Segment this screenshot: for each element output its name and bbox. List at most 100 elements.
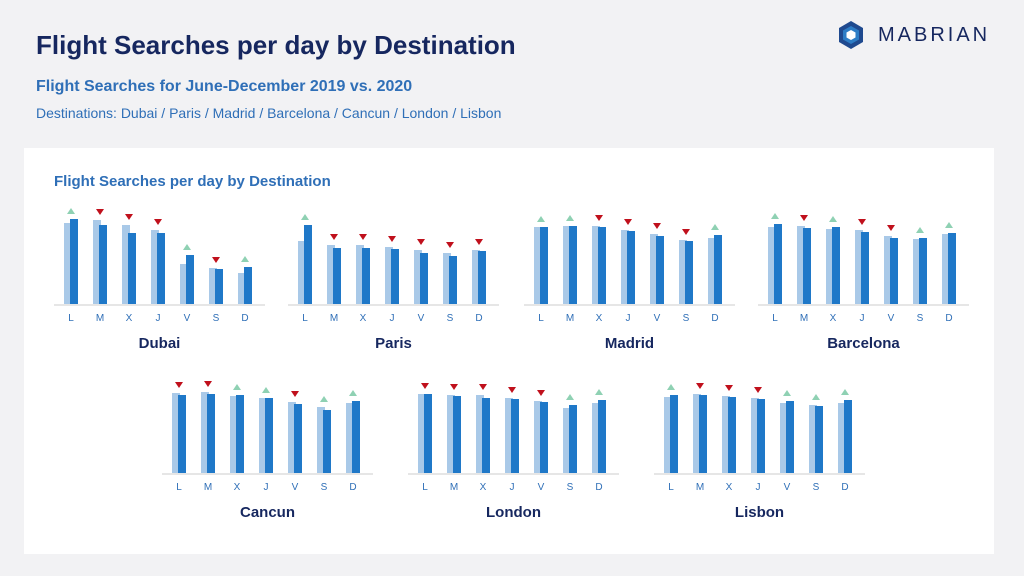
- tick-label: V: [418, 313, 425, 324]
- trend-down-icon: [212, 257, 220, 263]
- bar-2019-paris: [385, 247, 393, 304]
- destinations-caption: Destinations: Dubai / Paris / Madrid / B…: [36, 105, 502, 121]
- bar-2020-cancun: [265, 398, 273, 473]
- brand-logo: MABRIAN: [836, 20, 990, 50]
- bar-2020-lisbon: [815, 406, 823, 473]
- tick-label: L: [538, 313, 544, 324]
- trend-up-icon: [183, 244, 191, 250]
- chart-title-london: London: [486, 504, 541, 521]
- bar-2019-paris: [472, 250, 480, 304]
- panel-title: Flight Searches per day by Destination: [54, 173, 331, 190]
- bar-2020-madrid: [627, 231, 635, 304]
- tick-label: D: [945, 313, 952, 324]
- tick-label: D: [349, 482, 356, 493]
- page-subtitle: Flight Searches for June-December 2019 v…: [36, 78, 413, 95]
- bar-2019-cancun: [230, 396, 238, 473]
- bar-2019-barcelona: [768, 227, 776, 304]
- bar-2020-paris: [333, 248, 341, 304]
- bar-2019-paris: [443, 253, 451, 304]
- bar-2020-dubai: [70, 219, 78, 304]
- bar-2020-barcelona: [832, 227, 840, 304]
- tick-label: L: [176, 482, 182, 493]
- bar-2019-barcelona: [913, 239, 921, 304]
- chart-title-barcelona: Barcelona: [827, 335, 900, 352]
- trend-down-icon: [388, 236, 396, 242]
- bar-2020-barcelona: [774, 224, 782, 304]
- bar-2020-paris: [391, 249, 399, 304]
- trend-down-icon: [624, 219, 632, 225]
- bar-2019-lisbon: [693, 394, 701, 473]
- bar-2020-paris: [478, 251, 486, 304]
- bar-2020-london: [598, 400, 606, 473]
- tick-label: S: [813, 482, 820, 493]
- tick-label: S: [447, 313, 454, 324]
- tick-label: S: [321, 482, 328, 493]
- tick-label: L: [68, 313, 74, 324]
- bar-2020-madrid: [598, 227, 606, 304]
- tick-label: J: [626, 313, 631, 324]
- bar-2020-paris: [304, 225, 312, 304]
- bar-2019-barcelona: [884, 236, 892, 304]
- bar-2019-cancun: [259, 398, 267, 473]
- bar-2019-london: [505, 398, 513, 473]
- trend-down-icon: [653, 223, 661, 229]
- bar-2019-paris: [327, 245, 335, 304]
- bar-2019-madrid: [621, 230, 629, 304]
- tick-label: X: [360, 313, 367, 324]
- trend-down-icon: [359, 234, 367, 240]
- bar-2019-dubai: [122, 225, 130, 304]
- trend-down-icon: [417, 239, 425, 245]
- tick-label: S: [213, 313, 220, 324]
- tick-label: D: [841, 482, 848, 493]
- bar-2019-london: [563, 408, 571, 473]
- bar-2020-barcelona: [861, 232, 869, 304]
- tick-label: V: [292, 482, 299, 493]
- bar-2020-cancun: [294, 404, 302, 473]
- bar-2019-madrid: [592, 226, 600, 304]
- trend-down-icon: [508, 387, 516, 393]
- bar-2019-london: [418, 394, 426, 473]
- bar-2020-london: [482, 398, 490, 473]
- bar-2019-london: [592, 403, 600, 473]
- bar-2020-dubai: [244, 267, 252, 304]
- tick-label: L: [422, 482, 428, 493]
- tick-label: V: [538, 482, 545, 493]
- bar-2019-dubai: [180, 264, 188, 304]
- trend-up-icon: [595, 389, 603, 395]
- tick-label: M: [204, 482, 212, 493]
- tick-label: S: [683, 313, 690, 324]
- bar-2020-dubai: [157, 233, 165, 304]
- bar-2020-barcelona: [803, 228, 811, 304]
- bar-2019-london: [476, 395, 484, 473]
- trend-down-icon: [887, 225, 895, 231]
- tick-label: D: [475, 313, 482, 324]
- bar-2019-dubai: [64, 223, 72, 304]
- bar-2019-lisbon: [751, 398, 759, 473]
- trend-down-icon: [696, 383, 704, 389]
- trend-up-icon: [783, 390, 791, 396]
- bar-2019-madrid: [650, 234, 658, 304]
- trend-down-icon: [682, 229, 690, 235]
- trend-down-icon: [175, 382, 183, 388]
- trend-down-icon: [450, 384, 458, 390]
- bar-2019-dubai: [238, 273, 246, 304]
- trend-up-icon: [349, 390, 357, 396]
- bar-2019-lisbon: [780, 403, 788, 473]
- trend-down-icon: [330, 234, 338, 240]
- tick-label: D: [711, 313, 718, 324]
- charts-panel: Flight Searches per day by Destination L…: [24, 148, 994, 554]
- trend-up-icon: [711, 224, 719, 230]
- mabrian-logo-icon: [839, 21, 863, 49]
- bar-2020-barcelona: [890, 238, 898, 304]
- tick-label: J: [156, 313, 161, 324]
- bar-2020-london: [511, 399, 519, 473]
- tick-label: D: [595, 482, 602, 493]
- trend-up-icon: [829, 216, 837, 222]
- bar-2019-lisbon: [809, 405, 817, 473]
- bar-2019-dubai: [209, 268, 217, 304]
- bar-2020-london: [453, 396, 461, 473]
- trend-up-icon: [262, 387, 270, 393]
- bar-2020-lisbon: [844, 400, 852, 473]
- trend-down-icon: [754, 387, 762, 393]
- tick-label: L: [302, 313, 308, 324]
